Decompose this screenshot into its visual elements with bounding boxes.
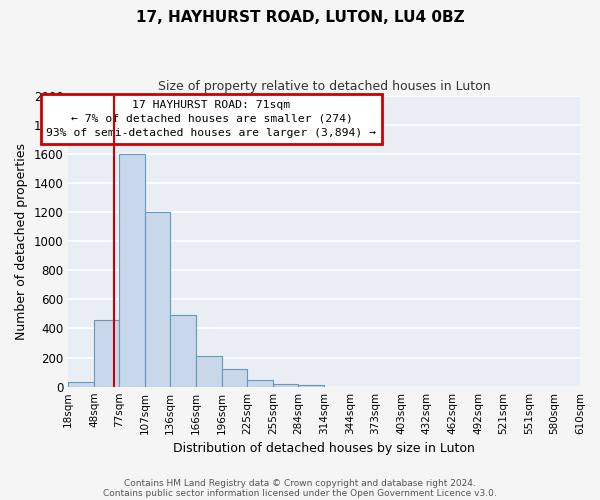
Text: 17, HAYHURST ROAD, LUTON, LU4 0BZ: 17, HAYHURST ROAD, LUTON, LU4 0BZ (136, 10, 464, 25)
Bar (94, 320, 119, 386)
Bar (68, 382, 94, 386)
Y-axis label: Number of detached properties: Number of detached properties (15, 142, 28, 340)
Bar (170, 316, 196, 386)
Bar (145, 212, 170, 386)
Bar (119, 154, 145, 386)
Text: Contains public sector information licensed under the Open Government Licence v3: Contains public sector information licen… (103, 488, 497, 498)
Bar (222, 369, 247, 386)
Title: Size of property relative to detached houses in Luton: Size of property relative to detached ho… (158, 80, 490, 93)
Bar (273, 384, 298, 386)
Text: Contains HM Land Registry data © Crown copyright and database right 2024.: Contains HM Land Registry data © Crown c… (124, 478, 476, 488)
Bar (196, 356, 222, 386)
Bar (298, 385, 324, 386)
Bar (247, 380, 273, 386)
Text: 17 HAYHURST ROAD: 71sqm
← 7% of detached houses are smaller (274)
93% of semi-de: 17 HAYHURST ROAD: 71sqm ← 7% of detached… (46, 100, 376, 138)
X-axis label: Distribution of detached houses by size in Luton: Distribution of detached houses by size … (173, 442, 475, 455)
